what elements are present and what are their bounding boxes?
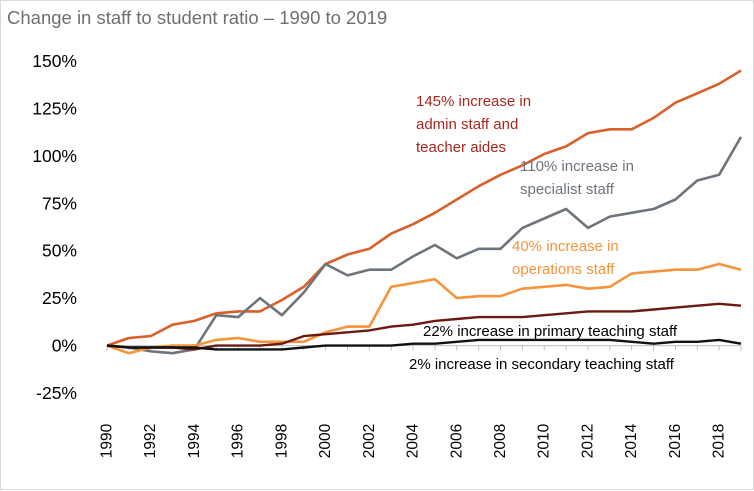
series-annotation: 2% increase in secondary teaching staff: [409, 356, 675, 373]
series-annotation: 22% increase in primary teaching staff: [423, 323, 678, 340]
series-annotation: 40% increase in: [512, 238, 619, 255]
x-tick-label: 2010: [536, 423, 553, 458]
x-tick-label: 2014: [623, 423, 640, 458]
x-tick-label: 1990: [99, 423, 116, 458]
x-tick-label: 2018: [711, 424, 728, 458]
y-tick-label: 125%: [32, 98, 77, 118]
series-annotation: 110% increase in: [520, 158, 634, 175]
y-tick-label: 75%: [42, 193, 77, 213]
x-tick-label: 2012: [579, 424, 596, 458]
y-tick-label: -25%: [36, 383, 77, 403]
x-tick-label: 1998: [273, 424, 290, 458]
series-annotation: operations staff: [512, 261, 615, 278]
y-tick-label: 0%: [52, 336, 77, 356]
series-annotation: specialist staff: [520, 181, 615, 198]
y-tick-label: 25%: [42, 288, 77, 308]
series-annotation: teacher aides: [416, 139, 506, 156]
x-tick-label: 2004: [405, 423, 422, 458]
series-line-admin-staff-and-teacher-aides: [107, 71, 741, 346]
y-tick-label: 50%: [42, 241, 77, 261]
y-tick-label: 150%: [32, 51, 77, 71]
x-tick-label: 2002: [361, 424, 378, 458]
x-tick-label: 1992: [142, 424, 159, 458]
line-chart: 150% 125% 100% 75% 50% 25% 0% -25% 1990 1992 1994 1…: [1, 1, 754, 491]
x-tick-label: 2008: [492, 424, 509, 458]
x-tick-label: 2000: [317, 423, 334, 458]
y-tick-label: 100%: [32, 146, 77, 166]
series-annotation: admin staff and: [416, 116, 518, 133]
series-line-specialist-staff: [107, 137, 741, 353]
series-annotation: 145% increase in: [416, 93, 531, 110]
x-tick-label: 2006: [448, 424, 465, 458]
chart-frame: Change in staff to student ratio – 1990 …: [0, 0, 754, 490]
x-tick-label: 1994: [186, 423, 203, 458]
x-tick-label: 1996: [230, 424, 247, 458]
x-tick-label: 2016: [667, 424, 684, 458]
